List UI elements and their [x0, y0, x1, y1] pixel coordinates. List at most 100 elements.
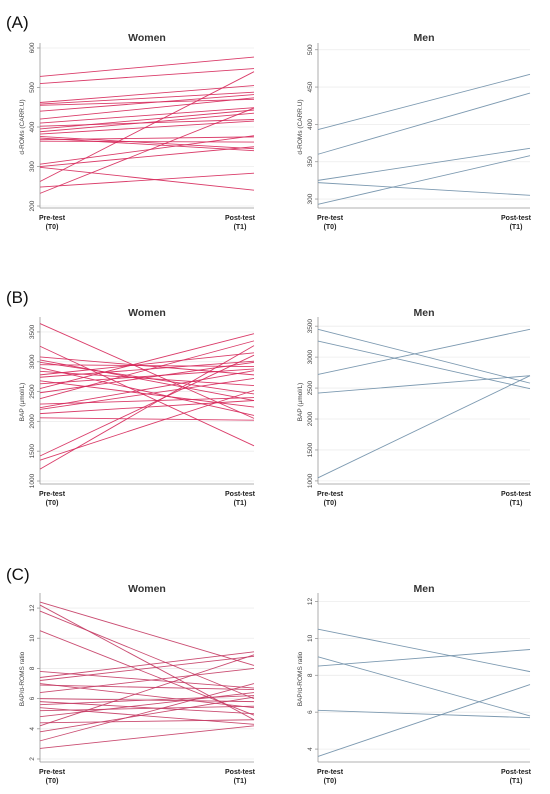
series-line-18 — [39, 377, 255, 410]
x-tick-line: (T1) — [510, 224, 523, 231]
series-line-23 — [39, 345, 255, 470]
y-tick-label: 10 — [29, 634, 36, 642]
y-tick-label: 3500 — [29, 324, 36, 339]
x-tick-label: Post-test (T1) — [501, 491, 532, 507]
y-tick-label: 6 — [29, 696, 36, 700]
chart-title: Women — [128, 307, 166, 319]
series-line-2 — [317, 92, 531, 155]
series-line-6 — [39, 94, 255, 112]
chart-a-men: 300 350 400 450 500 d-ROMs (CARR.U) Men Pre-tes… — [297, 32, 532, 231]
series-line-1 — [317, 628, 531, 673]
x-tick-line: Pre-test — [39, 491, 66, 498]
x-tick-label: Post-test (T1) — [225, 769, 256, 785]
series-line-5 — [317, 684, 531, 757]
series-line-20 — [39, 172, 255, 188]
x-tick-line: (T1) — [234, 224, 247, 231]
y-tick-label: 4 — [307, 747, 314, 751]
series-line-2 — [39, 604, 255, 721]
series-line-16 — [39, 140, 255, 143]
series-line-14 — [39, 707, 255, 725]
x-tick-line: (T1) — [234, 778, 247, 785]
x-tick-line: (T0) — [324, 778, 337, 785]
series-line-6 — [39, 651, 255, 678]
y-tick-label: 500 — [29, 82, 36, 93]
x-tick-line: (T0) — [46, 224, 59, 231]
y-axis-label: d-ROMs (CARR.U) — [19, 99, 26, 154]
panel-label-a: (A) — [6, 13, 29, 32]
series-line-5 — [317, 155, 531, 205]
panel-label-c: (C) — [6, 565, 30, 584]
series-line-7 — [39, 97, 255, 120]
series-line-3 — [317, 328, 531, 375]
x-tick-line: (T0) — [46, 778, 59, 785]
series-line-20 — [39, 417, 255, 421]
x-tick-line: Pre-test — [39, 769, 66, 776]
series-line-20 — [39, 683, 255, 742]
y-tick-label: 8 — [29, 666, 36, 670]
series-line-10 — [39, 667, 255, 694]
x-tick-label: Pre-test (T0) — [39, 769, 66, 785]
chart-title: Men — [414, 583, 435, 595]
x-tick-label: Pre-test (T0) — [317, 491, 344, 507]
series-line-5 — [39, 671, 255, 689]
y-axis-label: BAP/d-ROMS ratio — [297, 651, 304, 706]
series-line-3 — [317, 147, 531, 181]
chart-title: Women — [128, 583, 166, 595]
series-line-13 — [39, 136, 255, 150]
y-tick-label: 2000 — [307, 411, 314, 426]
chart-title: Women — [128, 32, 166, 44]
x-tick-label: Pre-test (T0) — [317, 215, 344, 231]
y-tick-label: 450 — [307, 81, 314, 92]
chart-b-men: 1000 1500 2000 2500 3000 3500 BAP (µmol/L) Men P… — [297, 307, 532, 507]
series-line-2 — [39, 345, 255, 447]
y-tick-label: 1000 — [307, 473, 314, 488]
y-tick-label: 6 — [307, 710, 314, 714]
x-tick-line: Post-test — [225, 769, 256, 776]
series-line-9 — [39, 684, 255, 691]
series-line-2 — [317, 340, 531, 390]
series-line-17 — [39, 719, 255, 724]
series-line-21 — [39, 354, 255, 457]
x-tick-line: Pre-test — [317, 215, 344, 222]
panel-label-b: (B) — [6, 288, 29, 307]
x-tick-line: Post-test — [501, 769, 532, 776]
y-tick-label: 2000 — [29, 414, 36, 429]
series-line-15 — [39, 705, 255, 712]
y-axis-label: BAP/d-ROMS ratio — [19, 651, 26, 706]
x-tick-line: (T1) — [510, 778, 523, 785]
x-tick-line: Post-test — [501, 491, 532, 498]
x-tick-line: (T0) — [324, 224, 337, 231]
chart-title: Men — [414, 307, 435, 319]
y-tick-label: 200 — [29, 200, 36, 211]
chart-b-women: 1000 1500 2000 2500 3000 3500 BAP (µmol/L) Wome… — [19, 307, 256, 507]
series-line-8 — [39, 683, 255, 709]
x-tick-line: (T0) — [46, 500, 59, 507]
series-line-16 — [39, 397, 255, 405]
y-tick-label: 1500 — [29, 444, 36, 459]
y-axis-label: d-ROMs (CARR.U) — [297, 99, 304, 154]
series-line-4 — [39, 91, 255, 105]
chart-a-women: 200 300 400 500 600 d-ROMs (CARR.U) Women Pre-t… — [19, 32, 256, 231]
series-line-17 — [39, 370, 255, 409]
series-line-8 — [39, 107, 255, 124]
x-tick-line: Pre-test — [317, 769, 344, 776]
y-tick-label: 1500 — [307, 442, 314, 457]
x-tick-line: (T1) — [510, 500, 523, 507]
series-line-19 — [39, 696, 255, 733]
series-line-16 — [39, 692, 255, 718]
series-line-10 — [39, 109, 255, 130]
x-tick-label: Post-test (T1) — [225, 215, 256, 231]
x-tick-label: Pre-test (T0) — [317, 769, 344, 785]
series-line-9 — [39, 352, 255, 376]
y-tick-label: 300 — [307, 193, 314, 204]
series-line-21 — [39, 725, 255, 749]
x-tick-label: Post-test (T1) — [225, 491, 256, 507]
series-line-1 — [39, 56, 255, 77]
series-line-4 — [39, 359, 255, 401]
chart-c-women: 2 4 6 8 10 12 BAP/d-ROMS ratio Women Pre-test (T0… — [19, 583, 256, 785]
x-tick-label: Pre-test (T0) — [39, 215, 66, 231]
series-line-14 — [39, 361, 255, 394]
series-line-3 — [39, 85, 255, 103]
y-tick-label: 12 — [307, 598, 314, 606]
series-line-1 — [317, 328, 531, 384]
